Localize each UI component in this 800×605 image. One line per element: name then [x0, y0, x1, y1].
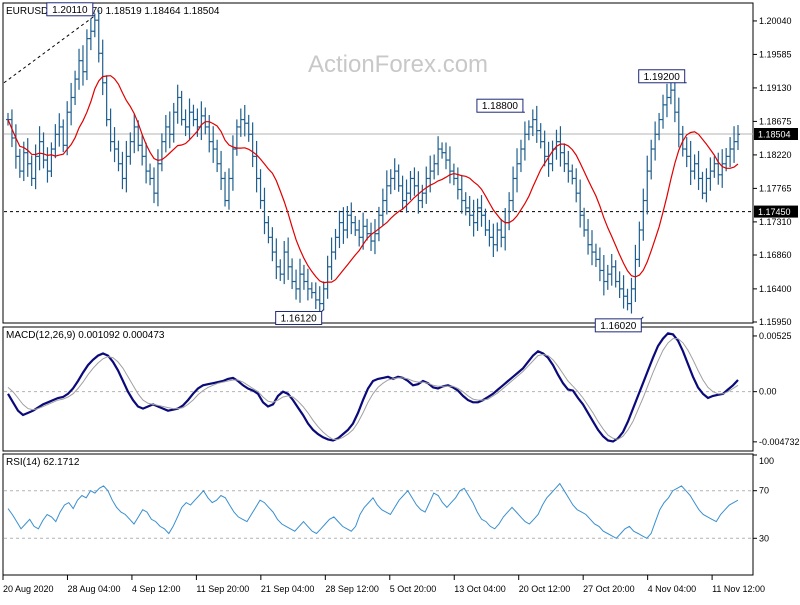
watermark: ActionForex.com: [308, 51, 488, 78]
rsi-line: [7, 482, 739, 539]
macd-signal-line: [7, 338, 739, 440]
price-annotation-label: 1.16120: [281, 313, 318, 324]
x-axis-label: 28 Aug 04:00: [67, 584, 120, 594]
price-annotation-label: 1.19200: [644, 72, 681, 83]
price-ytick-label: 1.18675: [759, 116, 792, 126]
x-axis-label: 11 Sep 20:00: [196, 584, 249, 594]
x-axis-label: 20 Oct 12:00: [519, 584, 571, 594]
rsi-plot: 100 70 30: [4, 454, 774, 543]
price-panel-title: EURUSD,H4 1.18470 1.18519 1.18464 1.1850…: [6, 6, 220, 17]
macd-ytick-label: 0.00: [759, 387, 777, 397]
price-ytick-label: 1.17765: [759, 183, 792, 193]
rsi-ytick-label: 30: [759, 533, 769, 543]
price-annotation-pointer: [321, 309, 325, 312]
rsi-ytick-label: 100: [759, 456, 774, 466]
price-annotation-pointer: [640, 316, 644, 320]
support-level-label: 1.17450: [758, 207, 791, 217]
price-annotation-label: 1.18800: [482, 101, 519, 112]
price-panel-frame: [2, 2, 754, 324]
price-ytick-label: 1.16860: [759, 250, 792, 260]
price-annotation-label: 1.20110: [52, 5, 88, 16]
price-annotation-box: [275, 310, 323, 325]
price-annotation-box: [594, 318, 642, 333]
rsi-panel-title: RSI(14) 62.1712: [6, 457, 80, 468]
price-annotation-box: [638, 69, 686, 84]
price-annotation-label: 1.16020: [600, 321, 637, 332]
rsi-panel-frame: [2, 453, 754, 576]
price-annotation-box: [476, 98, 524, 113]
x-axis-label: 4 Sep 12:00: [132, 584, 181, 594]
price-ytick-label: 1.17310: [759, 217, 792, 227]
price-plot: 1.20040 1.19585 1.19130 1.18675 1.18220 1.177…: [3, 2, 798, 333]
x-axis-label: 20 Aug 2020: [3, 584, 54, 594]
x-axis-label: 5 Oct 20:00: [390, 584, 437, 594]
price-ytick-label: 1.19130: [759, 83, 792, 93]
x-axis-label: 13 Oct 04:00: [454, 584, 506, 594]
current-price-tag: [754, 127, 798, 140]
price-ytick-label: 1.18220: [759, 150, 792, 160]
rsi-ytick-label: 70: [759, 486, 769, 496]
x-axis-label: 4 Nov 04:00: [648, 584, 697, 594]
macd-plot: 0.00525 0.00 -0.004732: [4, 331, 800, 447]
price-ytick-label: 1.19585: [759, 49, 792, 59]
moving-average-line: [7, 75, 739, 284]
price-annotation-box: [46, 2, 94, 17]
macd-ytick-label: 0.00525: [759, 331, 792, 341]
x-axis-label: 28 Sep 12:00: [325, 584, 379, 594]
macd-panel-title: MACD(12,26,9) 0.001092 0.000473: [6, 330, 165, 341]
x-axis-label: 21 Sep 04:00: [261, 584, 315, 594]
current-price-label: 1.18504: [758, 129, 791, 139]
price-ytick-label: 1.16400: [759, 284, 792, 294]
price-ytick-label: 1.15950: [759, 317, 792, 327]
axes: 20 Aug 2020 28 Aug 04:00 4 Sep 12:00 11 Sep…: [2, 575, 765, 594]
x-axis-label: 11 Nov 12:00: [712, 584, 765, 594]
trend-line: [3, 15, 96, 84]
price-ytick-label: 1.20040: [759, 16, 792, 26]
support-level-tag: [754, 205, 798, 218]
x-axis-label: 27 Oct 20:00: [583, 584, 635, 594]
macd-panel-frame: [2, 326, 754, 452]
macd-ytick-label: -0.004732: [759, 437, 800, 447]
